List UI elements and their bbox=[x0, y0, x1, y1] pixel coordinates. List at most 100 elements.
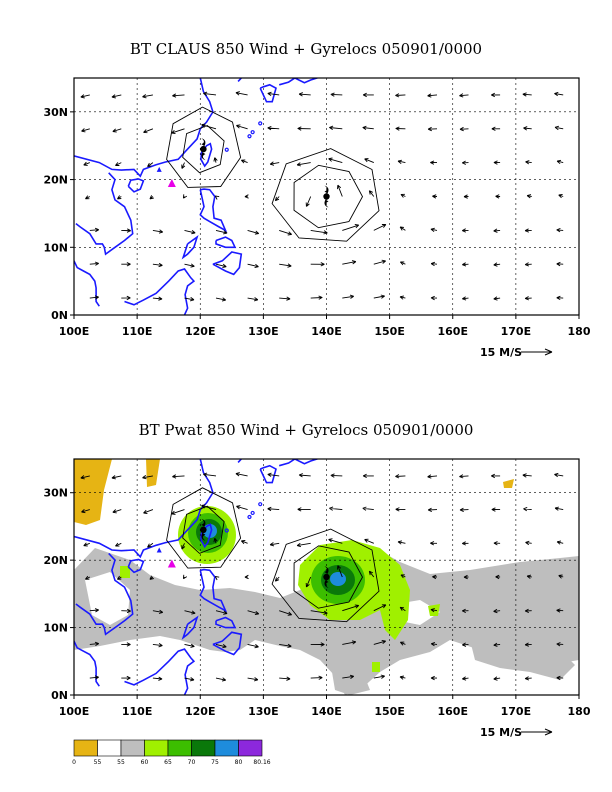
wind-vector bbox=[364, 538, 374, 544]
colorbar-label: 0 bbox=[72, 759, 76, 766]
pwat-colorbar: 0 55 55 60 65 70 75 80 80.16 bbox=[72, 739, 271, 766]
wind-vector bbox=[213, 157, 218, 163]
wind-vector bbox=[83, 161, 90, 166]
wind-vector bbox=[558, 574, 564, 579]
coastline bbox=[237, 78, 243, 82]
wind-vector bbox=[215, 643, 227, 649]
wind-vector bbox=[111, 475, 122, 480]
wind-vector bbox=[427, 474, 438, 479]
wind-vector bbox=[89, 641, 100, 646]
wind-vector bbox=[462, 642, 469, 647]
wind-vector bbox=[462, 262, 469, 267]
panel2-axis-labels: 100E 110E 120E 130E 140E 150E 160E 170E 180 0N 10N… bbox=[43, 487, 590, 718]
wind-vector bbox=[524, 642, 532, 647]
wind-vector bbox=[298, 92, 311, 97]
wind-vector bbox=[556, 295, 564, 300]
wind-vector bbox=[493, 160, 501, 165]
wind-vector bbox=[267, 506, 280, 512]
wind-vector bbox=[310, 295, 323, 300]
wind-vector bbox=[362, 506, 374, 511]
wind-vector bbox=[279, 296, 291, 301]
wind-vector bbox=[373, 674, 385, 679]
coastline bbox=[75, 172, 134, 256]
coastline bbox=[127, 558, 145, 574]
y-tick-label: 20N bbox=[43, 174, 68, 187]
wind-vector bbox=[297, 507, 311, 512]
coastline bbox=[124, 268, 196, 315]
wind-vector bbox=[493, 296, 501, 301]
pwat-gray-south bbox=[330, 655, 370, 695]
wind-vector bbox=[462, 296, 469, 301]
wind-vector bbox=[279, 643, 292, 648]
wind-vector bbox=[181, 162, 186, 169]
wind-vector bbox=[427, 507, 438, 513]
wind-vector bbox=[215, 610, 228, 615]
colorbar-swatch bbox=[97, 739, 122, 757]
wind-vector bbox=[89, 295, 99, 300]
wind-vector bbox=[112, 509, 122, 514]
wind-vector bbox=[368, 190, 375, 197]
wind-vector bbox=[330, 92, 343, 97]
colorbar-label: 70 bbox=[188, 759, 196, 766]
x-tick-label: 170E bbox=[501, 325, 531, 338]
wind-vector bbox=[430, 160, 438, 165]
wind-vector bbox=[203, 91, 217, 96]
colorbar-swatch bbox=[73, 739, 98, 757]
x-tick-label: 120E bbox=[185, 325, 215, 338]
panel1-gyre-contours bbox=[166, 106, 380, 242]
wind-vector bbox=[329, 506, 343, 511]
x-tick-label: 170E bbox=[501, 705, 531, 718]
wind-vector bbox=[461, 541, 469, 546]
wind-vector bbox=[89, 227, 100, 233]
wind-vector bbox=[523, 126, 532, 131]
pwat-storm2-ring-75 bbox=[330, 572, 346, 586]
wind-vector bbox=[247, 297, 259, 302]
coastline bbox=[215, 616, 237, 629]
coastline bbox=[199, 568, 228, 613]
typhoon-icon bbox=[200, 138, 207, 161]
wind-vector bbox=[298, 473, 311, 478]
wind-vector bbox=[395, 474, 406, 479]
wind-vector bbox=[236, 124, 248, 130]
wind-vector bbox=[81, 128, 90, 133]
wind-vector bbox=[399, 295, 406, 300]
wind-vector bbox=[215, 677, 227, 682]
wind-vector bbox=[184, 263, 195, 268]
wind-vector bbox=[342, 260, 357, 265]
wind-vector bbox=[362, 125, 374, 130]
wind-vector bbox=[152, 229, 164, 234]
x-tick-label: 100E bbox=[59, 325, 89, 338]
colorbar-swatch bbox=[191, 739, 216, 757]
wind-vector bbox=[142, 94, 153, 99]
wind-vector bbox=[267, 125, 280, 131]
wind-vector bbox=[525, 160, 532, 165]
wind-vector bbox=[247, 643, 259, 649]
wind-vector bbox=[526, 194, 532, 199]
wind-vector bbox=[310, 642, 325, 647]
island bbox=[247, 134, 252, 139]
pwat-yellow-north bbox=[146, 459, 160, 487]
x-tick-label: 100E bbox=[59, 705, 89, 718]
wind-vector bbox=[236, 505, 248, 511]
coastline bbox=[237, 459, 243, 463]
wind-vector bbox=[554, 91, 564, 97]
wind-vector bbox=[427, 126, 438, 132]
wind-vector bbox=[495, 194, 501, 199]
wind-vector bbox=[522, 92, 532, 97]
wind-vector bbox=[182, 574, 188, 580]
gyre-ring bbox=[271, 148, 380, 242]
wind-vector bbox=[269, 542, 280, 547]
wind-vector bbox=[152, 609, 164, 614]
wind-vector bbox=[184, 643, 195, 648]
wind-vector bbox=[493, 676, 501, 681]
wind-vector bbox=[89, 261, 100, 266]
coastline bbox=[75, 552, 134, 636]
panel2-reference-vector: 15 M/S bbox=[480, 726, 553, 739]
wind-vector bbox=[121, 675, 131, 681]
wind-vector bbox=[310, 262, 325, 267]
wind-vector bbox=[310, 675, 323, 680]
colorbar-swatch bbox=[167, 739, 192, 757]
wind-vector bbox=[171, 128, 185, 135]
x-tick-label: 140E bbox=[311, 325, 341, 338]
wind-vector bbox=[399, 606, 406, 612]
